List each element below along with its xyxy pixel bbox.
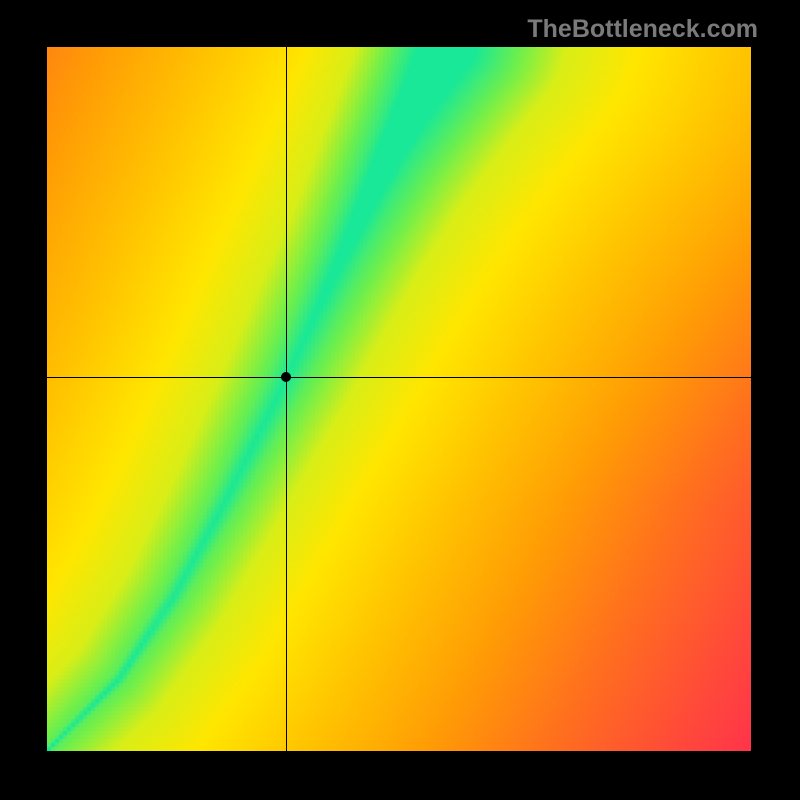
heatmap-canvas: [47, 47, 751, 751]
marker-dot: [281, 372, 291, 382]
crosshair-horizontal: [47, 377, 751, 378]
watermark-text: TheBottleneck.com: [527, 15, 758, 44]
chart-container: [47, 47, 751, 751]
crosshair-vertical: [286, 47, 287, 751]
